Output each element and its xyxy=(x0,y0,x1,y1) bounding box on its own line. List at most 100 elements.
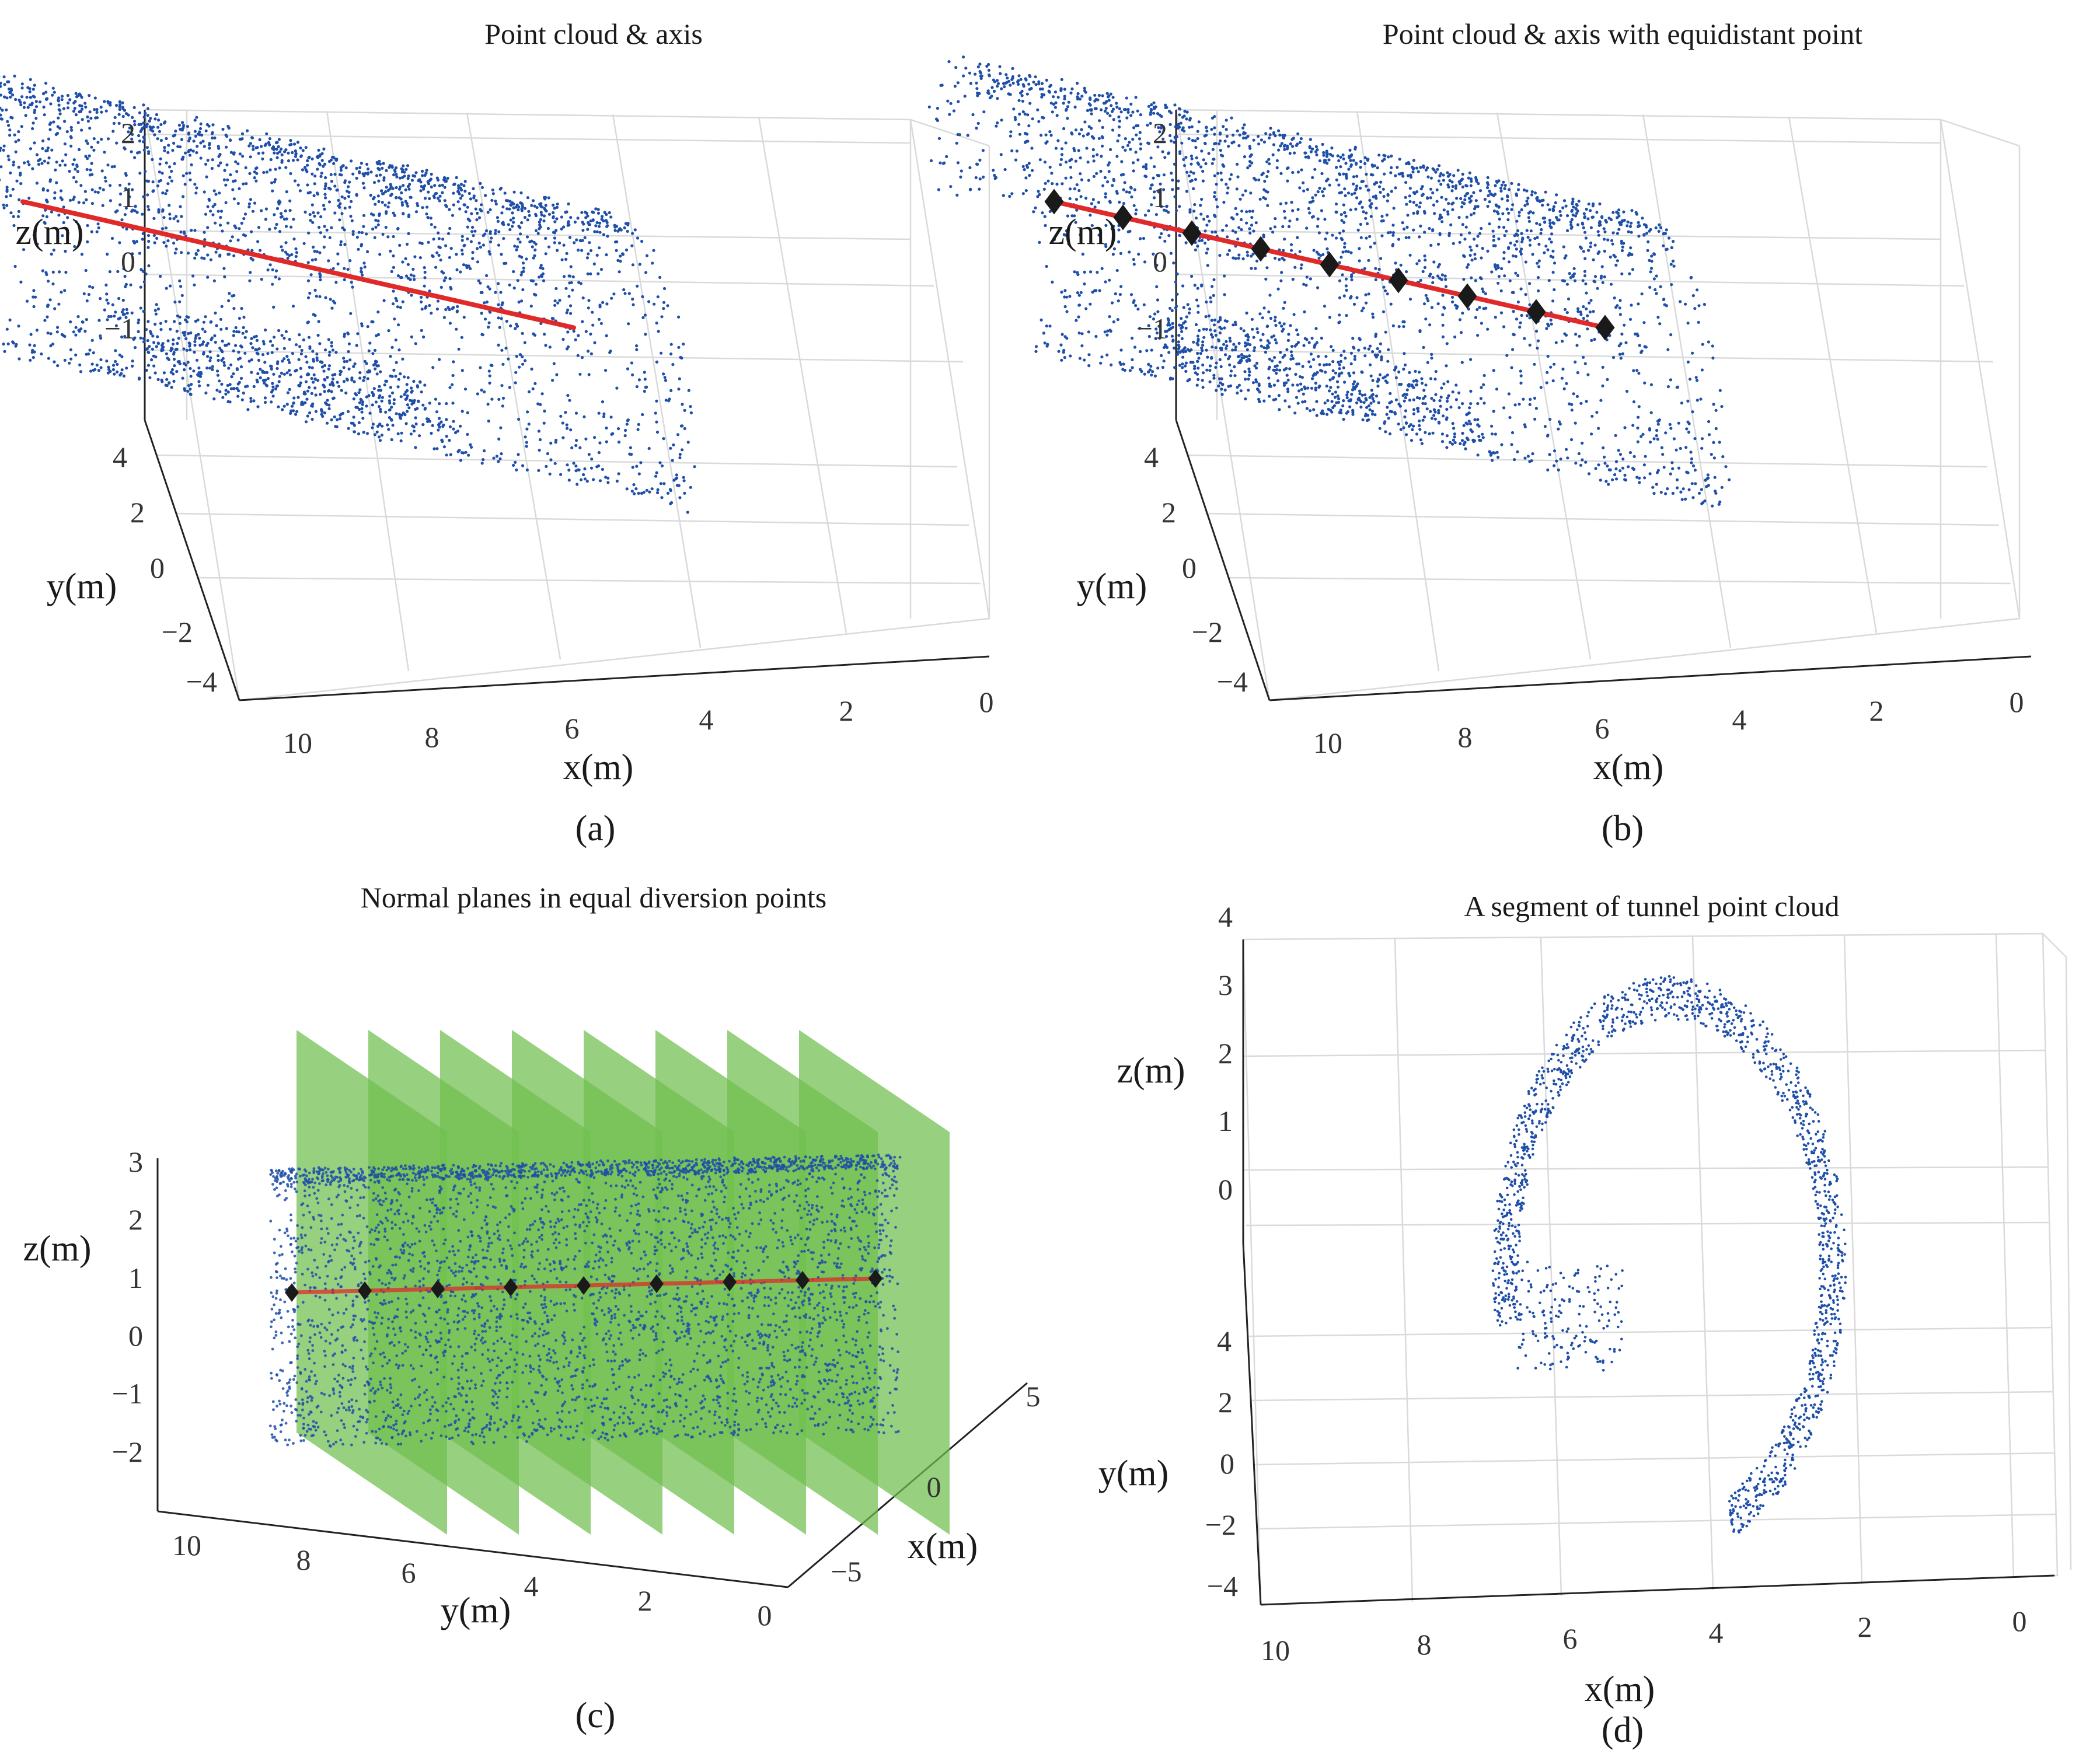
point-cloud-dot xyxy=(437,231,440,235)
point-cloud-dot xyxy=(417,434,421,438)
point-cloud-dot xyxy=(91,286,95,289)
point-cloud-dot xyxy=(1138,137,1142,141)
point-cloud-dot xyxy=(1551,299,1555,303)
point-cloud-dot xyxy=(1591,204,1595,208)
point-cloud-dot xyxy=(1645,232,1649,235)
point-cloud-dot xyxy=(313,378,317,381)
point-cloud-dot xyxy=(1101,136,1104,139)
point-cloud-dot xyxy=(496,216,500,219)
point-cloud-dot xyxy=(159,123,163,127)
point-cloud-dot xyxy=(664,379,668,382)
point-cloud-dot xyxy=(1458,318,1462,322)
point-cloud-dot xyxy=(19,280,23,284)
point-cloud-dot xyxy=(211,131,214,134)
point-cloud-dot xyxy=(615,240,619,244)
point-cloud-dot xyxy=(197,333,200,336)
a-panel-label: (a) xyxy=(575,809,616,848)
point-cloud-dot xyxy=(1399,263,1403,267)
point-cloud-dot xyxy=(54,168,57,172)
point-cloud-dot xyxy=(75,180,78,184)
point-cloud-dot xyxy=(333,173,337,176)
point-cloud-dot xyxy=(396,226,400,230)
point-cloud-dot xyxy=(414,446,417,449)
point-cloud-dot xyxy=(85,318,88,322)
point-cloud-dot xyxy=(219,216,222,219)
point-cloud-dot xyxy=(448,208,451,211)
point-cloud-dot xyxy=(212,279,216,282)
point-cloud-dot xyxy=(392,368,396,372)
point-cloud-dot xyxy=(138,172,142,175)
point-cloud-dot xyxy=(1067,100,1070,104)
point-cloud-dot xyxy=(1343,245,1347,249)
point-cloud-dot xyxy=(275,366,279,371)
point-cloud-dot xyxy=(409,432,413,436)
point-cloud-dot xyxy=(615,479,619,483)
point-cloud-dot xyxy=(288,369,291,372)
point-cloud-dot xyxy=(360,243,364,246)
point-cloud-dot xyxy=(1685,427,1689,431)
point-cloud-dot xyxy=(419,180,423,184)
point-cloud-dot xyxy=(660,464,664,468)
point-cloud-dot xyxy=(355,194,358,197)
point-cloud-dot xyxy=(299,154,303,158)
point-cloud-dot xyxy=(1428,226,1431,230)
point-cloud-dot xyxy=(1194,177,1198,181)
point-cloud-dot xyxy=(512,463,515,467)
point-cloud-dot xyxy=(221,229,224,233)
point-cloud-dot xyxy=(233,179,237,183)
point-cloud-dot xyxy=(561,337,565,341)
point-cloud-dot xyxy=(486,211,490,214)
point-cloud-dot xyxy=(2,75,6,79)
point-cloud-dot xyxy=(199,141,203,145)
point-cloud-dot xyxy=(1530,190,1534,194)
point-cloud-dot xyxy=(644,271,648,274)
point-cloud-dot xyxy=(204,391,208,395)
point-cloud-dot xyxy=(1438,232,1442,235)
point-cloud-dot xyxy=(587,453,591,456)
point-cloud-dot xyxy=(395,175,399,179)
point-cloud-dot xyxy=(459,270,462,274)
point-cloud-dot xyxy=(1515,240,1519,243)
point-cloud-dot xyxy=(347,342,351,345)
point-cloud-dot xyxy=(355,406,359,410)
point-cloud-dot xyxy=(1582,212,1586,215)
point-cloud-dot xyxy=(630,244,634,247)
point-cloud-dot xyxy=(1601,384,1604,387)
point-cloud-dot xyxy=(128,195,131,198)
point-cloud-dot xyxy=(472,234,475,237)
point-cloud-dot xyxy=(362,174,366,177)
point-cloud-dot xyxy=(982,175,985,179)
point-cloud-dot xyxy=(278,150,281,153)
point-cloud-dot xyxy=(103,151,106,154)
point-cloud-dot xyxy=(566,394,570,397)
point-cloud-dot xyxy=(1034,345,1038,348)
point-cloud-dot xyxy=(68,169,71,173)
point-cloud-dot xyxy=(576,468,580,471)
point-cloud-dot xyxy=(434,397,438,401)
point-cloud-dot xyxy=(1548,417,1552,421)
point-cloud-dot xyxy=(660,496,664,499)
point-cloud-dot xyxy=(432,194,435,198)
point-cloud-dot xyxy=(22,248,26,251)
point-cloud-dot xyxy=(1079,195,1083,198)
point-cloud-dot xyxy=(1358,247,1361,250)
point-cloud-dot xyxy=(193,256,197,260)
point-cloud-dot xyxy=(240,221,243,225)
point-cloud-dot xyxy=(423,276,427,280)
point-cloud-dot xyxy=(553,220,557,223)
point-cloud-dot xyxy=(1310,337,1314,340)
point-cloud-dot xyxy=(285,217,288,221)
point-cloud-dot xyxy=(1690,482,1694,485)
point-cloud-dot xyxy=(379,189,383,193)
point-cloud-dot xyxy=(539,403,542,406)
point-cloud-dot xyxy=(1514,254,1518,258)
point-cloud-dot xyxy=(125,308,128,312)
point-cloud-dot xyxy=(1565,311,1569,315)
point-cloud-dot xyxy=(262,342,266,345)
point-cloud-dot xyxy=(333,301,337,305)
point-cloud-dot xyxy=(374,362,377,366)
point-cloud-dot xyxy=(1523,337,1526,340)
point-cloud-dot xyxy=(689,485,692,489)
point-cloud-dot xyxy=(294,343,298,347)
point-cloud-dot xyxy=(1671,467,1675,470)
